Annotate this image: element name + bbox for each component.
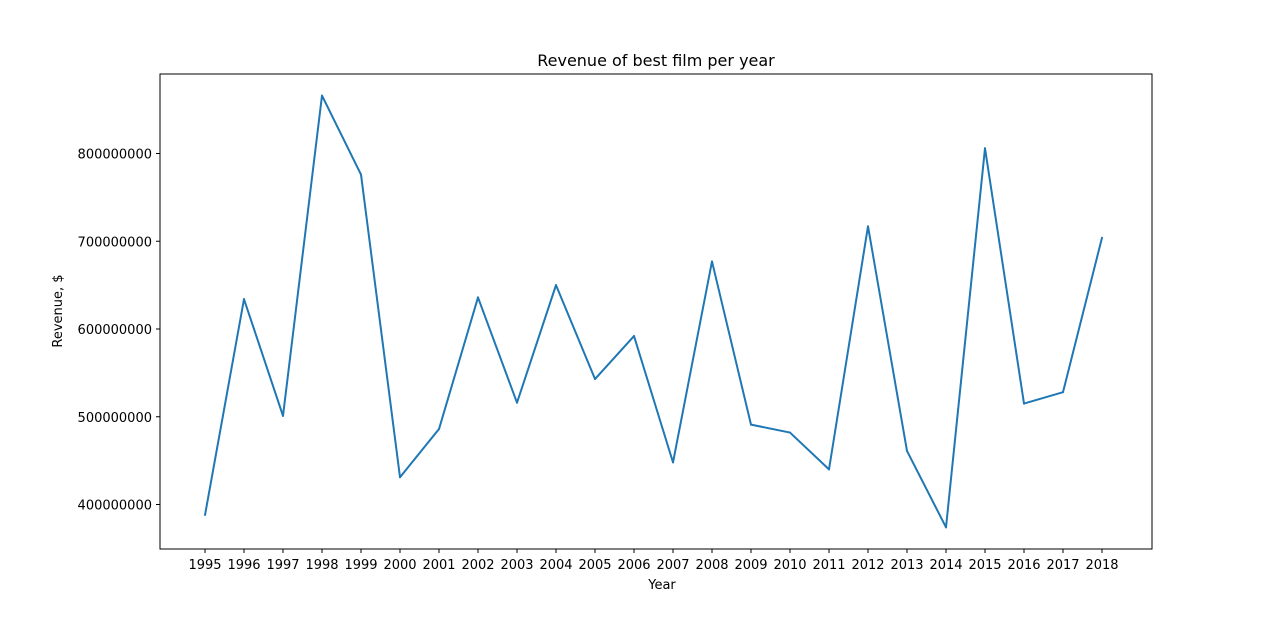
data-point xyxy=(438,428,440,431)
chart-title: Revenue of best film per year xyxy=(537,51,775,70)
data-point xyxy=(1023,402,1025,405)
x-tick-label: 2002 xyxy=(461,558,494,573)
x-tick-label: 2008 xyxy=(695,558,728,573)
x-tick-label: 2016 xyxy=(1007,558,1040,573)
x-tick-label: 1998 xyxy=(305,558,338,573)
x-tick-label: 2001 xyxy=(422,558,455,573)
y-tick-label: 400000000 xyxy=(78,499,152,514)
data-point xyxy=(711,260,713,263)
x-tick-label: 1996 xyxy=(227,558,260,573)
x-tick-label: 2013 xyxy=(890,558,923,573)
x-tick-label: 1997 xyxy=(266,558,299,573)
y-tick-label: 600000000 xyxy=(78,323,152,338)
data-point xyxy=(750,423,752,426)
data-point xyxy=(789,431,791,434)
data-point xyxy=(204,514,206,517)
y-axis-ticks: 400000000 500000000 600000000 700000000 8000… xyxy=(78,148,160,514)
x-tick-label: 2010 xyxy=(773,558,806,573)
y-axis-label: Revenue, $ xyxy=(51,274,66,347)
x-tick-label: 1995 xyxy=(188,558,221,573)
x-axis-label: Year xyxy=(647,578,676,593)
data-point xyxy=(594,378,596,381)
data-point xyxy=(906,449,908,452)
data-point xyxy=(984,147,986,150)
x-tick-label: 2018 xyxy=(1085,558,1118,573)
data-point xyxy=(828,468,830,471)
x-tick-label: 1999 xyxy=(344,558,377,573)
x-tick-label: 2005 xyxy=(578,558,611,573)
y-tick-label: 700000000 xyxy=(78,235,152,250)
data-point xyxy=(1101,236,1103,239)
y-tick-label: 800000000 xyxy=(78,148,152,163)
data-point xyxy=(282,414,284,417)
x-tick-label: 2007 xyxy=(656,558,689,573)
x-tick-label: 2015 xyxy=(968,558,1001,573)
data-point xyxy=(321,94,323,97)
x-tick-label: 2003 xyxy=(500,558,533,573)
data-point xyxy=(477,296,479,299)
data-point xyxy=(555,284,557,287)
x-tick-label: 2009 xyxy=(734,558,767,573)
x-tick-label: 2017 xyxy=(1046,558,1079,573)
x-tick-label: 2011 xyxy=(812,558,845,573)
data-point xyxy=(243,298,245,301)
series-layer xyxy=(204,94,1103,529)
data-point xyxy=(360,173,362,176)
data-point xyxy=(1062,391,1064,394)
data-point xyxy=(633,335,635,338)
x-tick-label: 2006 xyxy=(617,558,650,573)
data-point xyxy=(672,461,674,464)
data-point xyxy=(945,526,947,529)
x-tick-label: 2014 xyxy=(929,558,962,573)
data-point xyxy=(516,401,518,404)
plot-frame xyxy=(159,73,1153,550)
data-point xyxy=(867,225,869,228)
x-tick-label: 2004 xyxy=(539,558,572,573)
x-axis-ticks: 1995 1996 1997 1998 1999 2000 2001 2002 2003 2004… xyxy=(188,549,1119,573)
data-point xyxy=(399,476,401,479)
x-tick-label: 2012 xyxy=(851,558,884,573)
x-tick-label: 2000 xyxy=(383,558,416,573)
series-line xyxy=(204,94,1103,529)
y-tick-label: 500000000 xyxy=(78,411,152,426)
